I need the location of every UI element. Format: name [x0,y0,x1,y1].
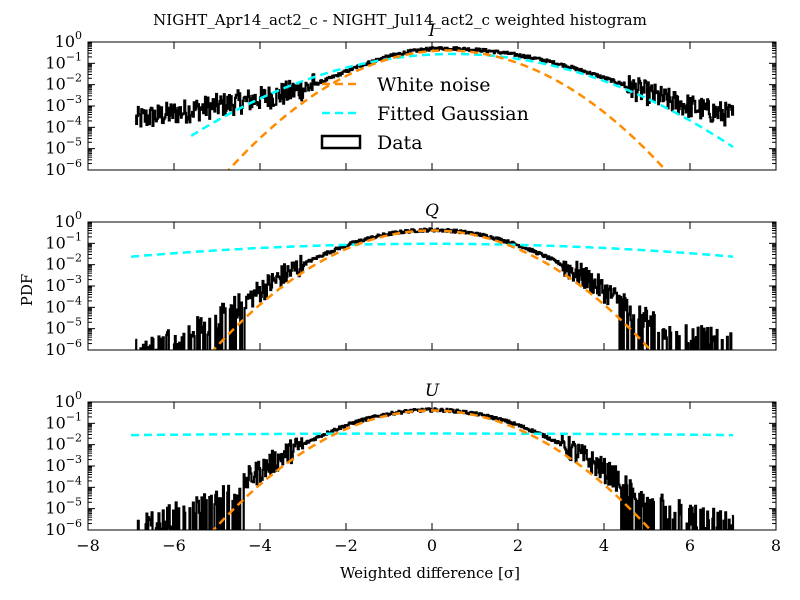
panel-title-I: I [428,21,436,41]
x-tick-label: 6 [685,536,695,555]
y-tick-label: 10−5 [45,136,82,158]
panels-group: I10010−110−210−310−410−510−6Q10010−110−2… [45,21,781,555]
y-tick-label: 10−6 [45,337,82,359]
fitted-gaussian-I [190,52,734,149]
x-tick-label: 8 [771,536,781,555]
y-tick-label: 100 [55,209,82,231]
panel-title-U: U [425,381,440,401]
x-tick-label: 0 [427,536,437,555]
y-tick-label: 10−3 [45,93,82,115]
white-noise-Q [211,229,653,350]
y-tick-label: 100 [55,29,82,51]
y-tick-label: 10−2 [45,72,82,94]
y-tick-label: 10−4 [45,114,82,136]
panel-title-Q: Q [425,201,439,221]
legend-label: Fitted Gaussian [377,103,529,125]
y-tick-label: 10−6 [45,517,82,539]
white-noise-I [226,49,668,170]
x-tick-label: −8 [76,536,100,555]
axes-frame [87,221,777,351]
x-tick-label: 2 [513,536,523,555]
y-tick-label: 10−3 [45,453,82,475]
white-noise-U [211,409,653,530]
x-tick-label: −4 [248,536,272,555]
legend-swatch [320,134,362,150]
fitted-gaussian-U [131,432,733,437]
y-tick-label: 100 [55,389,82,411]
legend-label: White noise [377,74,491,96]
x-axis-label: Weighted difference [σ] [340,564,520,582]
legend-item-fitted-gaussian: Fitted Gaussian [322,103,529,125]
x-tick-label: −6 [162,536,186,555]
plot-area [130,227,734,350]
legend: White noise Fitted Gaussian Data [320,74,529,154]
y-tick-label: 10−1 [45,410,82,432]
data-series-U [136,407,735,530]
y-tick-label: 10−2 [45,252,82,274]
y-tick-label: 10−5 [45,496,82,518]
y-tick-label: 10−4 [45,294,82,316]
legend-label: Data [377,132,423,154]
y-tick-label: 10−3 [45,273,82,295]
legend-item-white-noise: White noise [322,74,491,96]
y-tick-label: 10−4 [45,474,82,496]
legend-item-data: Data [320,132,423,154]
fitted-gaussian-Q [130,242,734,258]
y-tick-label: 10−1 [45,50,82,72]
x-tick-label: 4 [599,536,609,555]
figure-title: NIGHT_Apr14_act2_c - NIGHT_Jul14_act2_c … [153,11,647,29]
plot-area [131,407,735,530]
y-axis-label: PDF [18,274,36,307]
x-tick-label: −2 [334,536,358,555]
data-series-I [135,46,735,128]
y-tick-label: 10−2 [45,432,82,454]
y-tick-label: 10−6 [45,157,82,179]
y-tick-label: 10−5 [45,316,82,338]
y-tick-label: 10−1 [45,230,82,252]
plot-area [135,46,735,170]
data-series-Q [135,227,733,350]
